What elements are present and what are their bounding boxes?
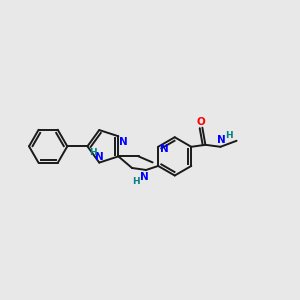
Text: O: O	[197, 117, 206, 127]
Text: N: N	[95, 152, 103, 162]
Text: N: N	[160, 144, 169, 154]
Text: H: H	[89, 148, 97, 157]
Text: N: N	[217, 135, 226, 145]
Text: H: H	[225, 131, 233, 140]
Text: N: N	[140, 172, 149, 182]
Text: H: H	[132, 176, 140, 185]
Text: N: N	[119, 137, 128, 147]
